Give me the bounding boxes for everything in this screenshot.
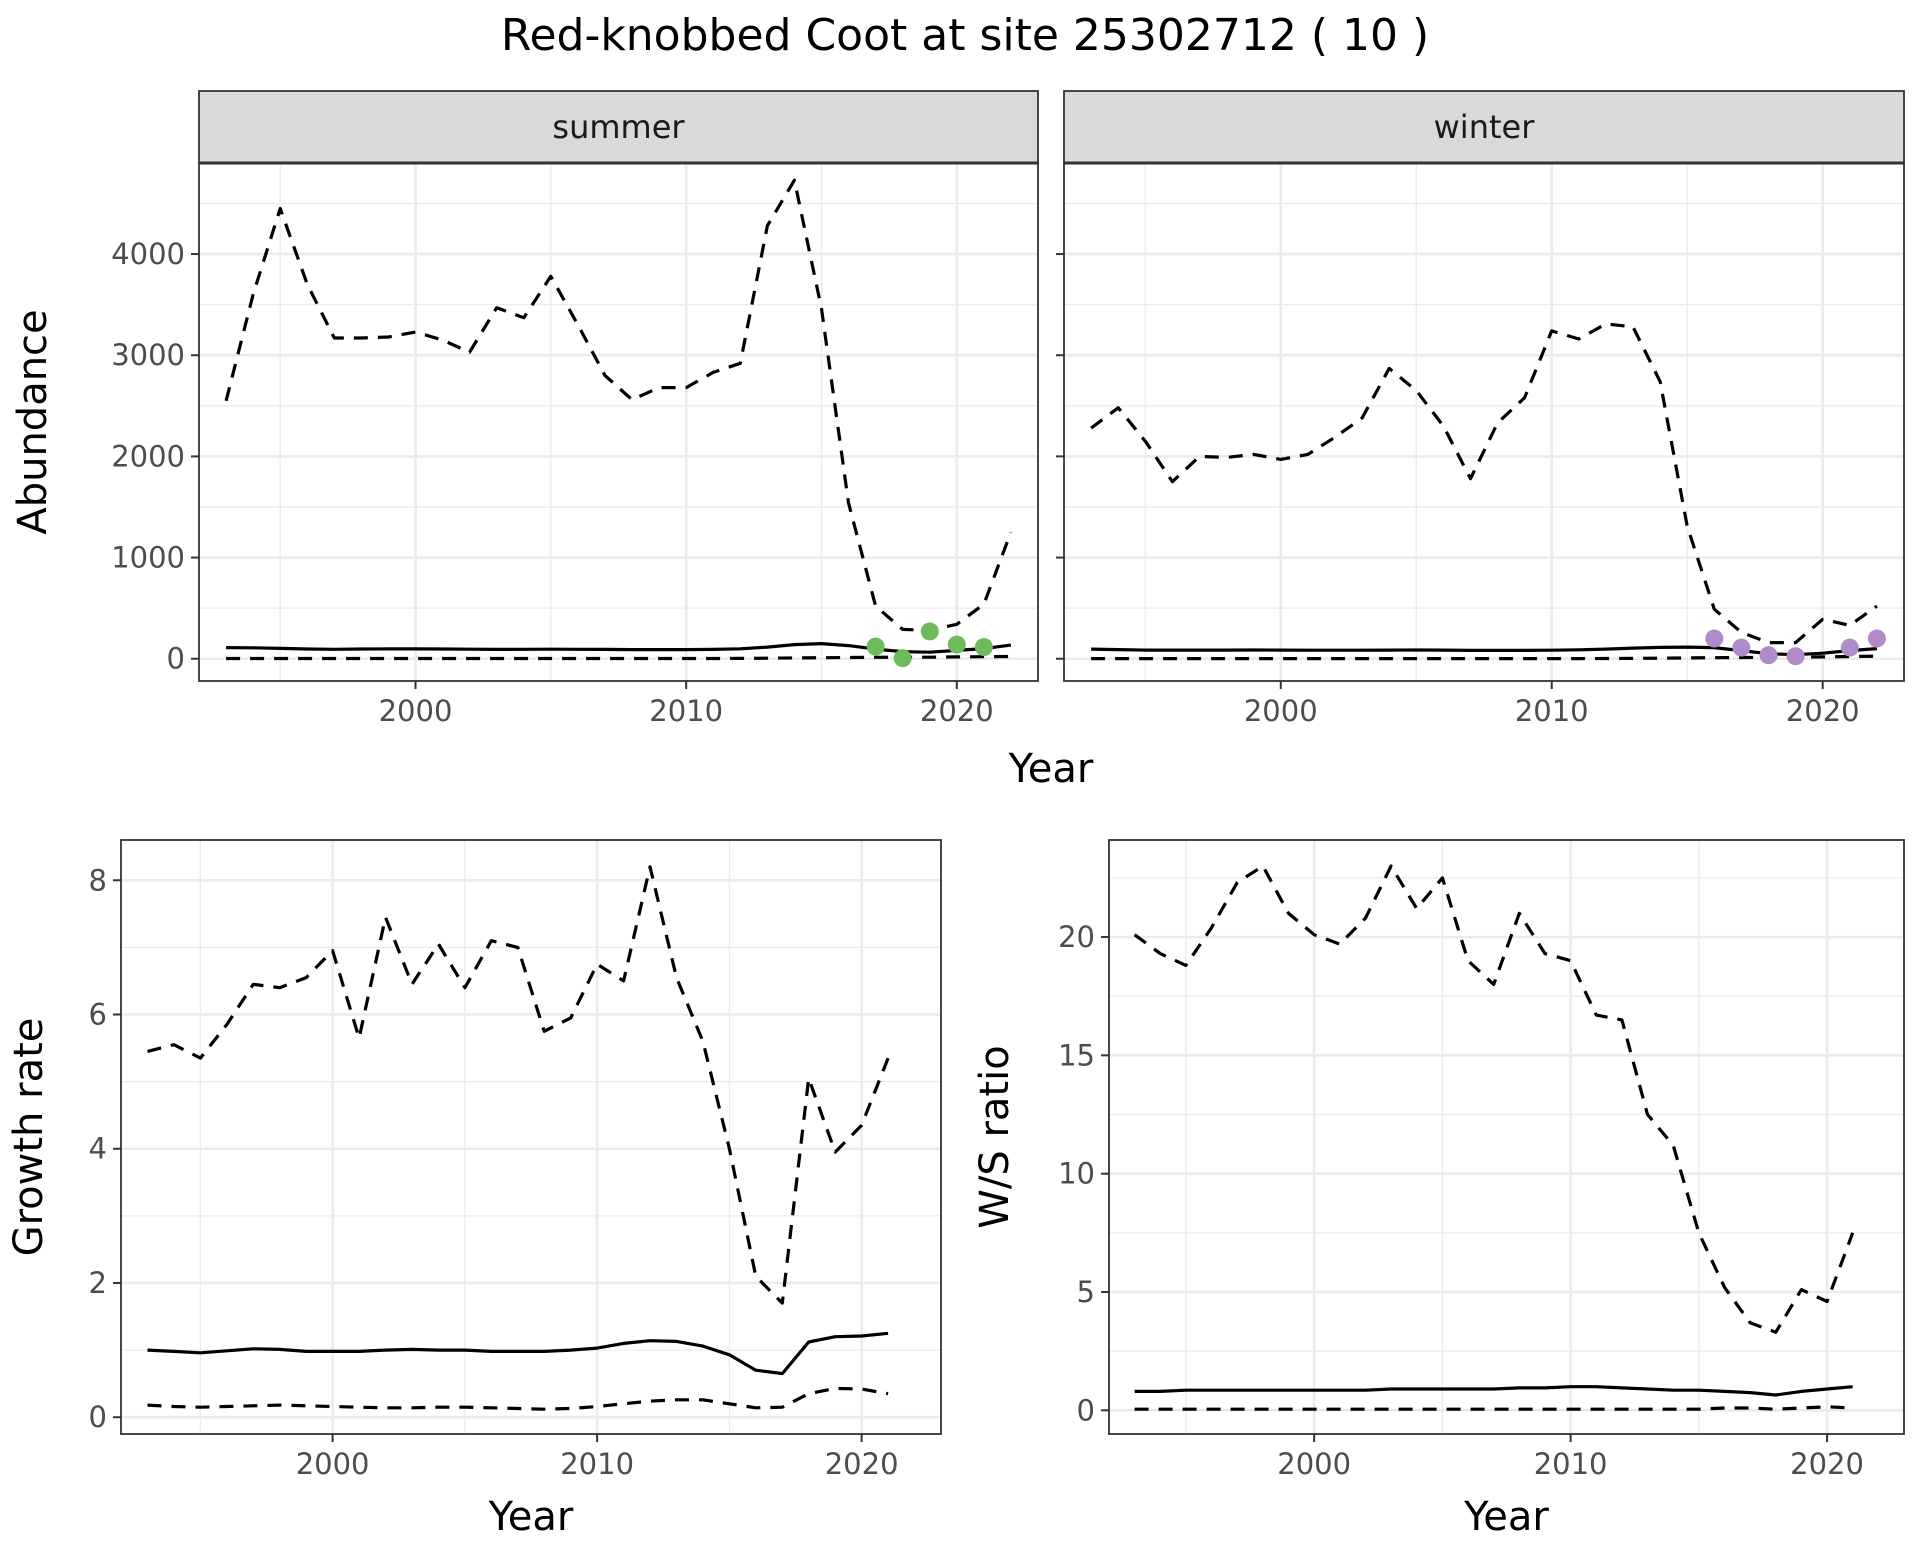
x-axis-title: Year: [488, 1494, 574, 1540]
y-tick-label: 3000: [111, 338, 185, 372]
y-axis-title: Growth rate: [6, 1018, 52, 1257]
x-tick-label: 2000: [1244, 694, 1318, 728]
x-tick-label: 2020: [920, 694, 994, 728]
x-tick-label: 2000: [296, 1447, 370, 1481]
facet-strip: [198, 90, 1039, 164]
y-tick-label: 0: [167, 642, 185, 676]
observed-point: [920, 622, 939, 641]
panel-plot-4: 2000 2010 2020 0 5 10 15 20 Year W/S ratio: [972, 839, 1905, 1540]
x-axis-title: Year: [1463, 1494, 1549, 1540]
chart-title: Red-knobbed Coot at site 25302712 ( 10 ): [501, 10, 1429, 61]
y-tick-label: 5: [1077, 1275, 1095, 1309]
series-line-2: [1134, 1385, 1853, 1397]
facet-label: summer: [552, 108, 685, 146]
y-tick-label: 6: [89, 998, 107, 1032]
y-tick-label: 4: [89, 1132, 107, 1166]
panel-plot-3: 2000 2010 2020 0 2 4 6 8 Year Growth rate: [6, 839, 942, 1540]
y-tick-label: 2: [89, 1266, 107, 1300]
y-axis-title: Abundance: [10, 309, 56, 534]
panel-background: [1064, 163, 1904, 681]
x-tick-label: 2010: [1534, 1447, 1608, 1481]
x-tick-label: 2020: [1790, 1447, 1864, 1481]
observed-point: [974, 638, 993, 657]
y-axis-title: W/S ratio: [972, 1045, 1018, 1228]
x-tick-label: 2000: [379, 694, 453, 728]
x-tick-label: 2020: [825, 1447, 899, 1481]
x-tick-label: 2010: [649, 694, 723, 728]
observed-point: [866, 637, 885, 656]
series-line-1: [1133, 864, 1855, 1334]
y-tick-label: 2000: [111, 439, 185, 473]
series-line-3: [226, 654, 1011, 661]
observed-point: [1705, 629, 1724, 648]
panel-winter: winter 2000 2010 2020: [1056, 90, 1905, 728]
panel-border: [120, 839, 942, 1435]
y-tick-label: 1000: [111, 541, 185, 575]
facet-strip: [1063, 90, 1905, 164]
y-tick-label: 15: [1058, 1038, 1095, 1072]
series-line-1: [224, 178, 1013, 633]
panel-background: [1109, 840, 1904, 1434]
series-line-2: [147, 1331, 889, 1376]
x-tick-label: 2010: [1515, 694, 1589, 728]
x-tick-label: 2020: [1786, 694, 1860, 728]
observed-point: [1759, 646, 1778, 665]
observed-point: [893, 649, 912, 668]
observed-point: [947, 635, 966, 654]
observed-point: [1840, 638, 1859, 657]
panel-summer: summer 2000 2010 2020 0 1000 2000 3000 4000 Abund…: [10, 90, 1039, 728]
y-tick-label: 0: [1077, 1393, 1095, 1427]
x-tick-label: 2000: [1277, 1447, 1351, 1481]
series-line-1: [1090, 322, 1878, 645]
y-tick-label: 0: [89, 1400, 107, 1434]
panel-background: [199, 163, 1038, 681]
series-line-1: [147, 865, 890, 1305]
y-tick-label: 8: [89, 863, 107, 897]
panel-background: [121, 840, 941, 1434]
panel-border: [1108, 839, 1905, 1435]
observed-point: [1867, 629, 1886, 648]
series-line-3: [1091, 654, 1877, 661]
x-axis-title-top: Year: [1008, 746, 1094, 792]
facet-label: winter: [1434, 108, 1536, 146]
y-tick-label: 20: [1058, 920, 1095, 954]
observed-point: [1732, 638, 1751, 657]
y-tick-label: 4000: [111, 237, 185, 271]
x-tick-label: 2010: [560, 1447, 634, 1481]
series-line-3: [147, 1386, 889, 1411]
observed-point: [1786, 647, 1805, 666]
y-tick-label: 10: [1058, 1157, 1095, 1191]
